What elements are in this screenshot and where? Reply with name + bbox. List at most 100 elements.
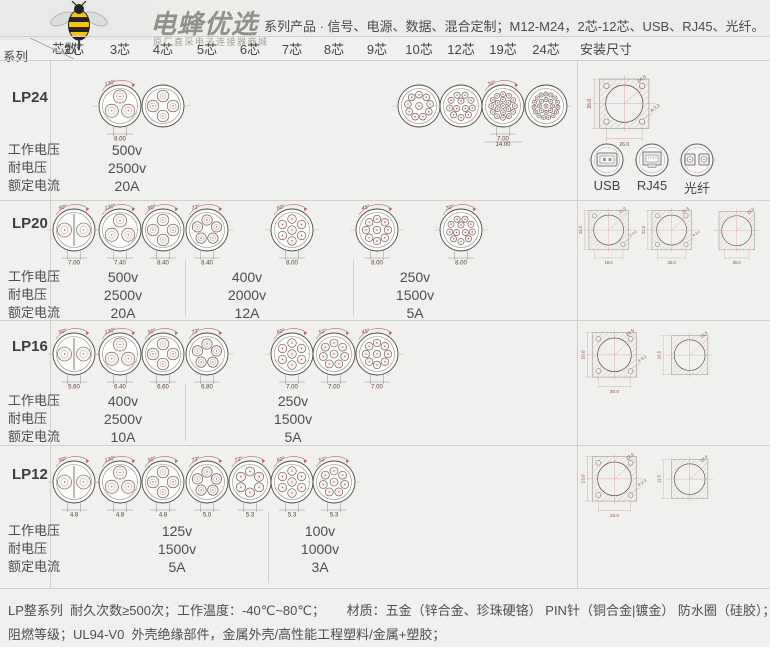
connector-diagram-lp20-9core: 45° 8.00	[350, 204, 404, 267]
column-header-6: 7芯	[281, 42, 303, 57]
footer-specs-line: LP整系列 耐久次数≥500次；工作温度：-40℃~80℃； 材质：五金（锌合金…	[8, 603, 770, 618]
svg-text:45°: 45°	[361, 328, 371, 336]
brand-name: 电蜂优选	[150, 9, 259, 39]
connector-diagram-lp16-7core: 60° 7.00	[265, 328, 319, 391]
rating-lp16-working: 400v	[107, 393, 139, 409]
spec-label-3-2: 额定电流	[8, 559, 61, 574]
svg-text:11.5: 11.5	[656, 475, 661, 483]
rating-lp12-withstand: 1500v	[157, 541, 197, 557]
rating-lp20-current: 5A	[406, 305, 424, 321]
grid-hline	[0, 588, 770, 589]
rating-lp24-working: 500v	[111, 142, 143, 158]
spec-label-1-0: 工作电压	[8, 269, 61, 284]
svg-text:16.5: 16.5	[656, 350, 661, 359]
svg-text:20.0: 20.0	[733, 260, 742, 265]
rating-lp20-working: 400v	[231, 269, 263, 285]
svg-text:22.0: 22.0	[668, 260, 677, 265]
corner-diagonal-line	[29, 37, 75, 60]
svg-text:7.00: 7.00	[286, 385, 298, 391]
port-label-fiber: 光纤	[683, 181, 711, 196]
grid-hline	[0, 445, 770, 446]
connector-diagram-lp12-6core: 72° 5.3	[223, 456, 277, 519]
series-label-lp24: LP24	[12, 89, 48, 106]
corner-label-series: 系列	[3, 50, 29, 64]
svg-text:90°: 90°	[58, 456, 68, 464]
install-dimensions-header: 安装尺寸	[580, 42, 633, 57]
sheet-canvas: 电蜂优选 原厂直采电子连接器商城 系列产品 · 信号、电源、数据、混合定制；M1…	[0, 0, 770, 647]
svg-text:4-3.2: 4-3.2	[649, 103, 661, 113]
svg-text:7.00: 7.00	[497, 137, 509, 143]
svg-text:45°: 45°	[361, 204, 371, 212]
column-header-12: 24芯	[532, 42, 560, 57]
svg-text:72°: 72°	[191, 328, 201, 336]
rating-lp16-withstand: 2500v	[103, 411, 143, 427]
svg-text:60°: 60°	[276, 456, 286, 464]
svg-text:4.8: 4.8	[159, 513, 168, 519]
svg-text:22.5: 22.5	[746, 206, 756, 215]
svg-text:120°: 120°	[104, 455, 117, 464]
svg-text:4-3.2: 4-3.2	[692, 230, 701, 238]
svg-text:13.0: 13.0	[610, 513, 619, 518]
spec-label-2-1: 耐电压	[8, 411, 48, 426]
rating-lp20-working: 250v	[399, 269, 431, 285]
svg-text:12.0: 12.0	[699, 454, 709, 463]
spec-label-0-2: 额定电流	[8, 178, 61, 193]
svg-text:5.3: 5.3	[288, 513, 297, 519]
connector-diagram-lp20-11core: 30° 8.00	[434, 204, 488, 267]
column-header-2: 3芯	[109, 42, 131, 57]
spec-label-0-0: 工作电压	[8, 142, 61, 157]
rating-lp12-working: 125v	[161, 523, 193, 539]
svg-text:90°: 90°	[147, 328, 157, 336]
svg-text:21.0: 21.0	[618, 206, 628, 215]
bee-icon	[50, 1, 108, 50]
svg-text:51°: 51°	[318, 328, 328, 336]
port-label-usb: USB	[593, 178, 621, 193]
rating-lp16-current: 5A	[284, 429, 302, 445]
connector-diagram-lp16-2core: 90° 5.60	[47, 328, 101, 391]
svg-text:24.0: 24.0	[636, 74, 648, 85]
connector-diagram-lp24-11core	[434, 84, 488, 128]
svg-text:72°: 72°	[191, 456, 201, 464]
svg-text:5.3: 5.3	[246, 513, 255, 519]
mount-drawing-lp20-plate4: 21.9 4-3.2 22.0 22.0	[641, 206, 701, 265]
rating-lp12-working: 100v	[304, 523, 336, 539]
rating-lp12-withstand: 1000v	[300, 541, 340, 557]
rating-lp24-withstand: 2500v	[107, 160, 147, 176]
rating-lp20-current: 12A	[234, 305, 260, 321]
connector-diagram-lp20-2core: 90° 7.00	[47, 204, 101, 267]
svg-text:5.3: 5.3	[330, 513, 339, 519]
connector-diagram-lp16-9core: 45° 7.00	[350, 328, 404, 391]
grid-vline	[577, 60, 578, 588]
svg-text:5.0: 5.0	[203, 513, 212, 519]
rating-lp16-withstand: 1500v	[273, 411, 313, 427]
svg-text:90°: 90°	[58, 204, 68, 212]
column-header-3: 4芯	[152, 42, 174, 57]
connector-diagram-lp16-3core: 120° 6.40	[93, 327, 147, 391]
spec-label-3-0: 工作电压	[8, 523, 61, 538]
series-label-lp16: LP16	[12, 338, 48, 355]
svg-text:4.8: 4.8	[116, 513, 125, 519]
grid-vline	[50, 60, 51, 588]
svg-text:4-2.3: 4-2.3	[637, 477, 648, 487]
spec-label-2-0: 工作电压	[8, 393, 61, 408]
grid-hline	[0, 320, 770, 321]
series-label-lp12: LP12	[12, 466, 48, 483]
spec-label-3-1: 耐电压	[8, 541, 48, 556]
rating-lp12-current: 5A	[168, 559, 186, 575]
connector-diagram-lp20-5core: 72° 8.40	[180, 204, 234, 267]
mount-drawing-lp12-plate4: 12.0 4-2.3 13.0 13.0	[581, 452, 648, 518]
svg-text:5.60: 5.60	[68, 385, 80, 391]
port-label-rj45: RJ45	[636, 178, 668, 193]
column-header-11: 19芯	[489, 42, 517, 57]
connector-diagram-lp24-10core	[392, 84, 446, 128]
svg-text:8.00: 8.00	[286, 261, 298, 267]
svg-text:6.40: 6.40	[114, 385, 126, 391]
svg-text:4-3.2: 4-3.2	[637, 353, 648, 363]
svg-text:90°: 90°	[147, 456, 157, 464]
svg-text:60°: 60°	[276, 328, 286, 336]
connector-diagram-lp12-3core: 120° 4.8	[93, 455, 147, 519]
connector-diagram-lp16-5core: 72° 6.80	[180, 328, 234, 391]
spec-group-divider	[353, 260, 354, 316]
